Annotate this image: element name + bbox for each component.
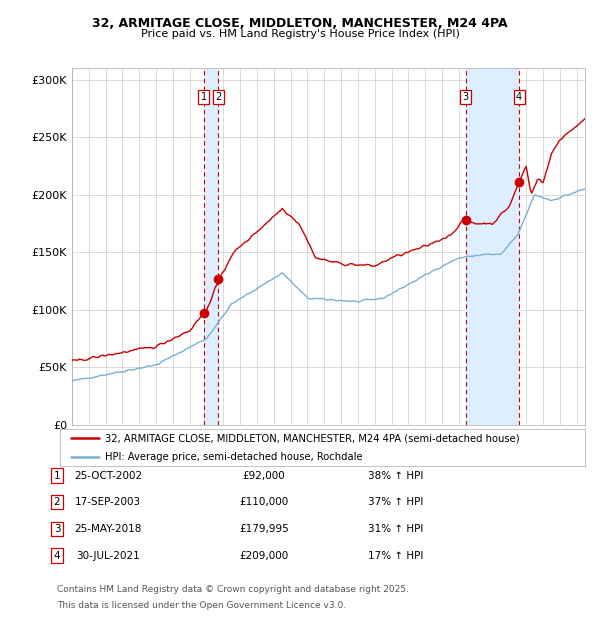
Text: 17% ↑ HPI: 17% ↑ HPI [368, 551, 424, 560]
Text: This data is licensed under the Open Government Licence v3.0.: This data is licensed under the Open Gov… [57, 601, 346, 610]
Text: 2: 2 [215, 92, 221, 102]
Text: 25-MAY-2018: 25-MAY-2018 [74, 524, 142, 534]
Text: 25-OCT-2002: 25-OCT-2002 [74, 471, 142, 480]
Text: 4: 4 [53, 551, 61, 560]
Text: 4: 4 [516, 92, 522, 102]
Text: 1: 1 [53, 471, 61, 480]
Text: HPI: Average price, semi-detached house, Rochdale: HPI: Average price, semi-detached house,… [104, 452, 362, 462]
Text: 32, ARMITAGE CLOSE, MIDDLETON, MANCHESTER, M24 4PA: 32, ARMITAGE CLOSE, MIDDLETON, MANCHESTE… [92, 17, 508, 30]
Bar [203, 68, 218, 425]
Text: 2: 2 [53, 497, 61, 507]
Text: 31% ↑ HPI: 31% ↑ HPI [368, 524, 424, 534]
Text: 1: 1 [200, 92, 206, 102]
Text: 32, ARMITAGE CLOSE, MIDDLETON, MANCHESTER, M24 4PA (semi-detached house): 32, ARMITAGE CLOSE, MIDDLETON, MANCHESTE… [104, 433, 519, 443]
Text: £110,000: £110,000 [239, 497, 289, 507]
Text: Price paid vs. HM Land Registry's House Price Index (HPI): Price paid vs. HM Land Registry's House … [140, 29, 460, 39]
Text: 3: 3 [463, 92, 469, 102]
Text: £209,000: £209,000 [239, 551, 289, 560]
Text: 38% ↑ HPI: 38% ↑ HPI [368, 471, 424, 480]
Text: 17-SEP-2003: 17-SEP-2003 [75, 497, 141, 507]
Text: 37% ↑ HPI: 37% ↑ HPI [368, 497, 424, 507]
Bar [466, 68, 519, 425]
Text: Contains HM Land Registry data © Crown copyright and database right 2025.: Contains HM Land Registry data © Crown c… [57, 585, 409, 595]
Text: 3: 3 [53, 524, 61, 534]
Text: £92,000: £92,000 [242, 471, 286, 480]
Text: £179,995: £179,995 [239, 524, 289, 534]
Text: 30-JUL-2021: 30-JUL-2021 [76, 551, 140, 560]
